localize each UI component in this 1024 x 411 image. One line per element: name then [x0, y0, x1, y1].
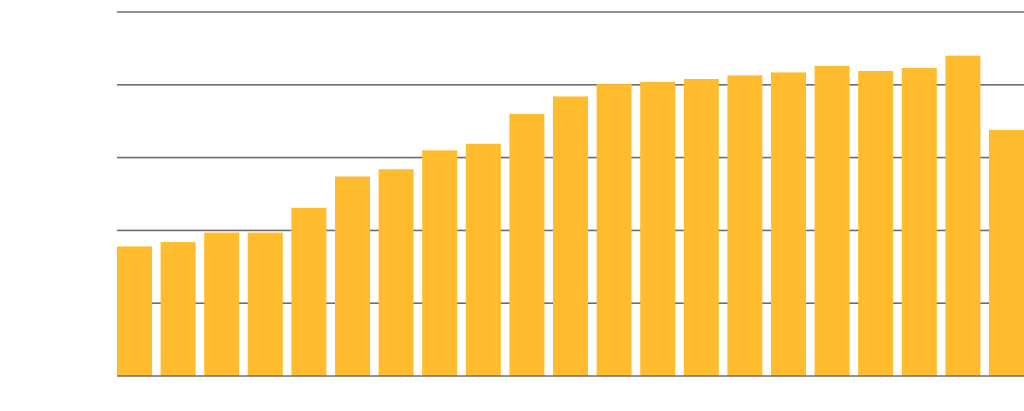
bar-13 — [640, 81, 676, 376]
bar-6 — [335, 176, 370, 376]
bar-1 — [117, 246, 152, 376]
bar-10 — [509, 113, 545, 377]
bar-20 — [945, 55, 981, 377]
bar-4 — [247, 232, 283, 376]
bar-21 — [989, 129, 1024, 376]
bar-15 — [727, 75, 763, 376]
bar-5 — [291, 207, 327, 376]
bar-11 — [553, 96, 588, 376]
bar-3 — [204, 232, 240, 376]
bar-7 — [378, 169, 414, 376]
bar-19 — [901, 68, 937, 376]
bars — [117, 55, 1024, 377]
bar-18 — [858, 70, 894, 376]
bar-2 — [160, 242, 196, 376]
bar-9 — [465, 143, 501, 376]
bar-16 — [771, 72, 806, 376]
bar-8 — [422, 150, 458, 376]
bar-14 — [683, 78, 719, 376]
bar-17 — [814, 65, 850, 376]
bar-12 — [596, 84, 632, 377]
